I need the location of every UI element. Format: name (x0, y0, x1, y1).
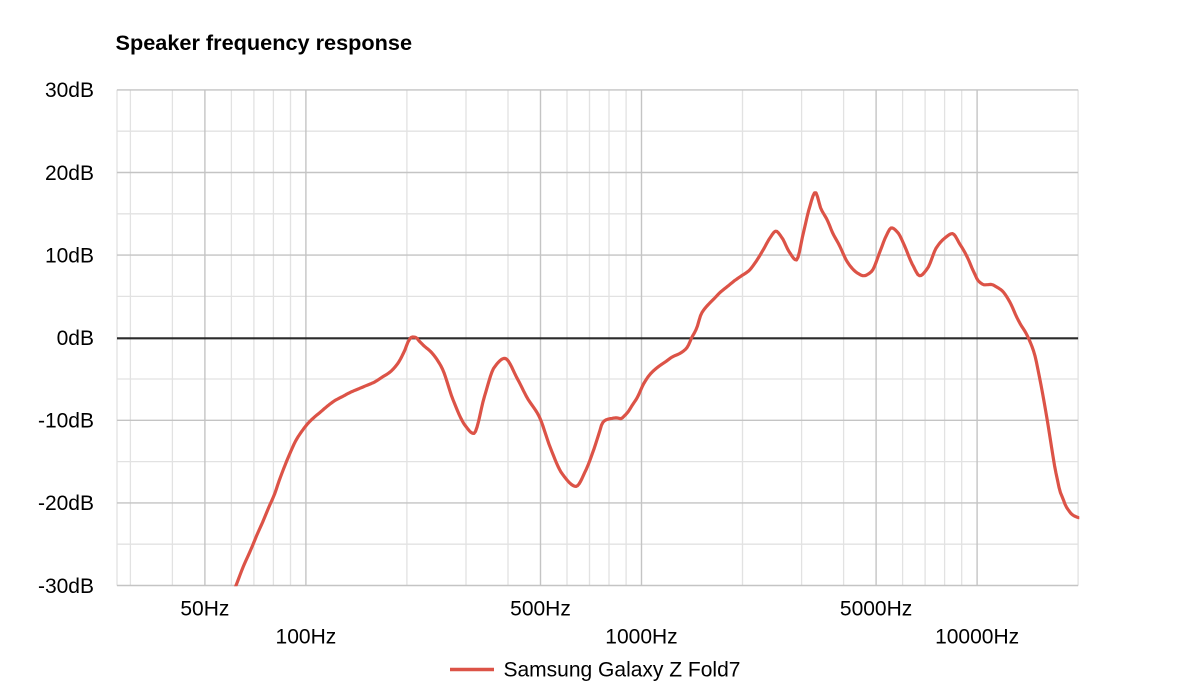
svg-text:10000Hz: 10000Hz (935, 626, 1019, 649)
svg-text:20dB: 20dB (45, 162, 94, 185)
svg-text:50Hz: 50Hz (180, 598, 229, 621)
svg-text:5000Hz: 5000Hz (840, 598, 912, 621)
svg-text:10dB: 10dB (45, 244, 94, 267)
svg-text:-20dB: -20dB (38, 492, 94, 515)
svg-text:100Hz: 100Hz (276, 626, 337, 649)
svg-text:30dB: 30dB (45, 79, 94, 102)
svg-text:500Hz: 500Hz (510, 598, 571, 621)
svg-text:Samsung Galaxy Z Fold7: Samsung Galaxy Z Fold7 (504, 659, 741, 682)
svg-text:-30dB: -30dB (38, 575, 94, 598)
svg-text:1000Hz: 1000Hz (605, 626, 677, 649)
svg-text:Speaker frequency response: Speaker frequency response (116, 30, 413, 55)
svg-text:0dB: 0dB (57, 327, 94, 350)
svg-text:-10dB: -10dB (38, 410, 94, 433)
